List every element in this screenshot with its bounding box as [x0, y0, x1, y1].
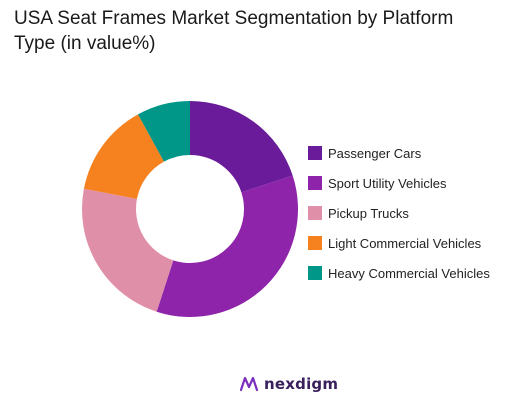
legend-item-sport-utility-vehicles: Sport Utility Vehicles [308, 168, 490, 198]
legend-label-pickup-trucks: Pickup Trucks [328, 205, 409, 221]
legend-label-heavy-commercial-vehicles: Heavy Commercial Vehicles [328, 265, 490, 281]
legend-swatch-sport-utility-vehicles [308, 176, 322, 190]
chart-title: USA Seat Frames Market Segmentation by P… [14, 8, 454, 54]
legend-swatch-heavy-commercial-vehicles [308, 266, 322, 280]
legend-item-heavy-commercial-vehicles: Heavy Commercial Vehicles [308, 258, 490, 288]
brand-name: nexdigm [264, 375, 339, 393]
legend-item-light-commercial-vehicles: Light Commercial Vehicles [308, 228, 490, 258]
legend-swatch-pickup-trucks [308, 206, 322, 220]
donut-slice-passenger-cars [190, 101, 293, 193]
donut-slice-pickup-trucks [82, 188, 174, 312]
legend-label-sport-utility-vehicles: Sport Utility Vehicles [328, 175, 447, 191]
chart-legend: Passenger Cars Sport Utility Vehicles Pi… [308, 138, 490, 288]
legend-item-pickup-trucks: Pickup Trucks [308, 198, 490, 228]
legend-swatch-light-commercial-vehicles [308, 236, 322, 250]
donut-slice-light-commercial-vehicles [83, 114, 164, 199]
legend-swatch-passenger-cars [308, 146, 322, 160]
donut-slice-sport-utility-vehicles [156, 175, 299, 317]
donut-slice-heavy-commercial-vehicles [137, 101, 190, 162]
legend-label-light-commercial-vehicles: Light Commercial Vehicles [328, 235, 482, 251]
legend-item-passenger-cars: Passenger Cars [308, 138, 490, 168]
nexdigm-logo-icon [239, 376, 259, 392]
legend-label-passenger-cars: Passenger Cars [328, 145, 422, 161]
brand-logo: nexdigm [239, 375, 338, 393]
